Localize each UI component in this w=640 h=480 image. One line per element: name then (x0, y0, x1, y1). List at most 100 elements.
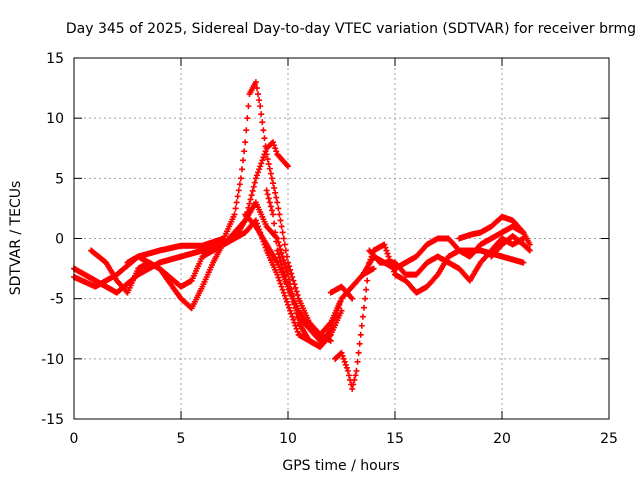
series-1 (71, 79, 345, 338)
data-point (278, 249, 285, 256)
data-point (274, 235, 281, 242)
data-point (277, 246, 284, 253)
data-point (287, 266, 294, 273)
data-point (260, 127, 267, 134)
data-point (277, 258, 284, 265)
data-point (285, 301, 291, 308)
data-point (260, 154, 267, 161)
data-point (339, 352, 346, 359)
data-point (280, 289, 287, 296)
data-point (259, 157, 266, 164)
x-tick-label: 25 (600, 431, 618, 447)
data-point (252, 217, 259, 224)
data-point (356, 340, 363, 347)
data-point (338, 307, 345, 314)
data-point (332, 313, 339, 320)
data-point (276, 254, 283, 261)
data-point (283, 280, 290, 287)
data-point (274, 247, 281, 254)
x-tick-label: 20 (493, 431, 511, 447)
data-point (359, 313, 366, 320)
series-2 (71, 139, 291, 296)
y-tick-label: 0 (55, 232, 64, 248)
data-point (241, 148, 248, 155)
data-point (271, 184, 278, 191)
data-point (293, 288, 300, 295)
data-point (293, 325, 300, 332)
data-point (290, 277, 297, 284)
data-point (237, 175, 244, 182)
chart-title: Day 345 of 2025, Sidereal Day-to-day VTE… (66, 21, 636, 37)
data-point (262, 148, 269, 155)
data-markers (71, 79, 533, 392)
data-point (280, 235, 287, 242)
data-point (270, 211, 277, 218)
data-point (282, 276, 289, 283)
data-point (271, 142, 278, 149)
data-point (281, 260, 288, 267)
data-point (249, 187, 256, 194)
series-7 (327, 283, 356, 302)
data-point (272, 189, 279, 196)
y-axis-label: SDTVAR / TECUs (8, 181, 24, 296)
data-point (288, 270, 295, 277)
data-point (267, 170, 274, 177)
data-point (354, 358, 361, 365)
data-point (270, 139, 277, 146)
data-point (338, 349, 345, 356)
data-point (282, 264, 289, 271)
y-tick-label: -10 (41, 352, 64, 368)
data-point (275, 274, 282, 281)
data-point (231, 211, 238, 218)
data-point (242, 139, 249, 146)
data-point (526, 247, 533, 254)
data-point (283, 267, 290, 274)
data-point (274, 271, 281, 278)
data-point (251, 179, 258, 186)
data-point (253, 172, 260, 179)
x-tick-label: 5 (177, 431, 186, 447)
data-point (364, 277, 371, 284)
data-point (275, 251, 282, 258)
data-point (294, 292, 301, 299)
x-tick-label: 0 (70, 431, 79, 447)
data-point (268, 207, 275, 214)
data-point (286, 263, 293, 270)
data-point (340, 355, 347, 362)
data-point (258, 111, 265, 118)
data-point (246, 200, 253, 207)
data-point (277, 217, 284, 224)
data-point (291, 319, 298, 326)
data-point (276, 277, 283, 284)
y-tick-label: 15 (46, 51, 64, 67)
data-point (250, 183, 257, 190)
data-point (355, 349, 362, 356)
data-point (264, 156, 271, 163)
data-point (233, 199, 240, 206)
data-point (280, 257, 287, 264)
data-point (272, 229, 279, 236)
data-point (258, 160, 265, 167)
data-point (278, 223, 285, 230)
data-point (259, 119, 266, 126)
data-point (384, 250, 391, 257)
data-point (271, 220, 278, 227)
data-point (382, 244, 389, 251)
series-12 (488, 233, 533, 260)
data-point (257, 163, 264, 170)
data-point (279, 229, 286, 236)
data-point (525, 246, 532, 253)
y-tick-label: -5 (50, 292, 64, 308)
data-point (285, 259, 291, 266)
data-point (345, 372, 352, 379)
data-point (289, 313, 296, 320)
data-point (261, 151, 268, 158)
data-point (362, 295, 369, 302)
data-point (358, 322, 365, 329)
data-point (266, 165, 273, 172)
data-point (252, 175, 259, 182)
x-axis-label: GPS time / hours (282, 458, 399, 474)
x-tick-label: 10 (279, 431, 297, 447)
data-point (277, 280, 284, 287)
